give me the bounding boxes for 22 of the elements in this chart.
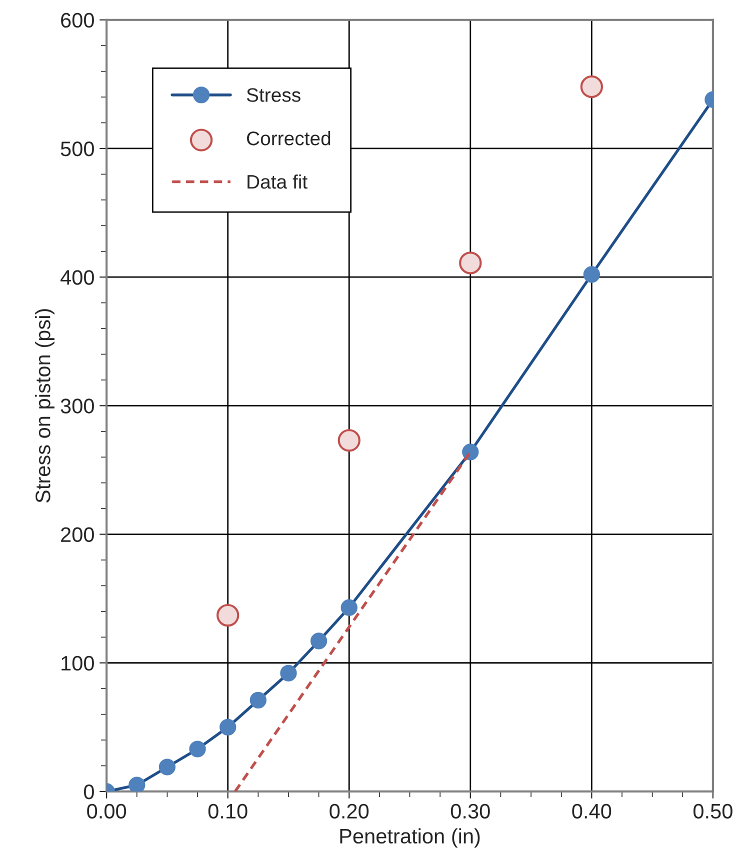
x-tick-label: 0.40 — [572, 804, 612, 819]
x-axis-title: Penetration (in) — [340, 828, 480, 848]
y-axis-title: Stress on piston (psi) — [35, 309, 54, 503]
y-tick-label: 200 — [61, 527, 94, 542]
legend-label: Corrected — [247, 131, 330, 146]
x-tick-label: 0.00 — [87, 804, 126, 819]
point — [338, 429, 360, 452]
point — [216, 604, 240, 627]
x-tick-label: 0.20 — [330, 804, 369, 819]
x-tick-label: 0.30 — [450, 804, 490, 819]
x-tick-label: 0.50 — [693, 804, 732, 819]
y-tick-label: 400 — [60, 270, 94, 285]
legend-label: Data fit — [248, 174, 308, 189]
y-tick-label: 300 — [60, 398, 94, 414]
y-tick-label: 100 — [62, 656, 94, 671]
point — [459, 252, 482, 274]
point — [580, 75, 604, 98]
y-tick-label: 0 — [84, 784, 94, 800]
legend-label: Stress — [246, 88, 300, 102]
x-tick-label: 0.10 — [208, 804, 248, 819]
y-tick-label: 600 — [61, 12, 94, 28]
y-tick-label: 500 — [60, 141, 94, 156]
